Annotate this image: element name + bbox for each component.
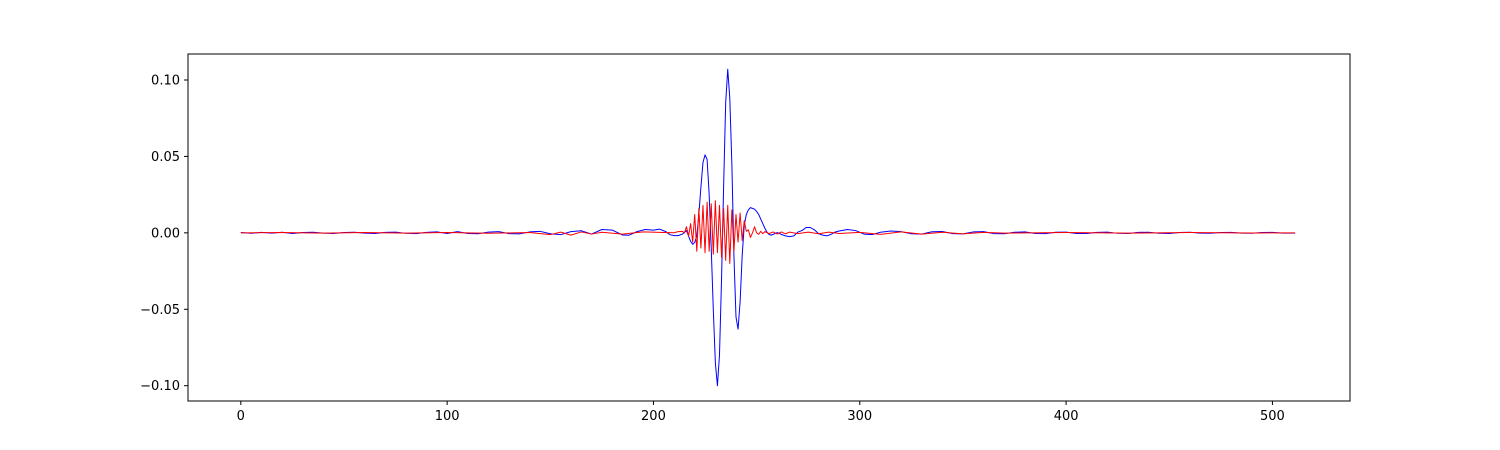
x-tick-label: 0 [237, 409, 245, 424]
plot-area [188, 54, 1350, 401]
y-tick-label: 0.05 [151, 150, 180, 165]
x-tick-label: 400 [1054, 409, 1079, 424]
x-axis: 0 100 200 300 400 500 [237, 401, 1285, 424]
x-tick-label: 300 [847, 409, 872, 424]
y-tick-label: −0.05 [140, 303, 180, 318]
plot-frame [187, 53, 1351, 402]
x-tick-label: 100 [435, 409, 460, 424]
y-axis: −0.10 −0.05 0.00 0.05 0.10 [140, 73, 188, 394]
y-tick-label: 0.10 [151, 73, 180, 88]
y-tick-label: −0.10 [140, 379, 180, 394]
x-tick-label: 200 [641, 409, 666, 424]
series-line-2 [240, 200, 1296, 264]
y-tick-label: 0.00 [151, 226, 180, 241]
x-tick-label: 500 [1260, 409, 1285, 424]
series-layer [240, 68, 1296, 387]
